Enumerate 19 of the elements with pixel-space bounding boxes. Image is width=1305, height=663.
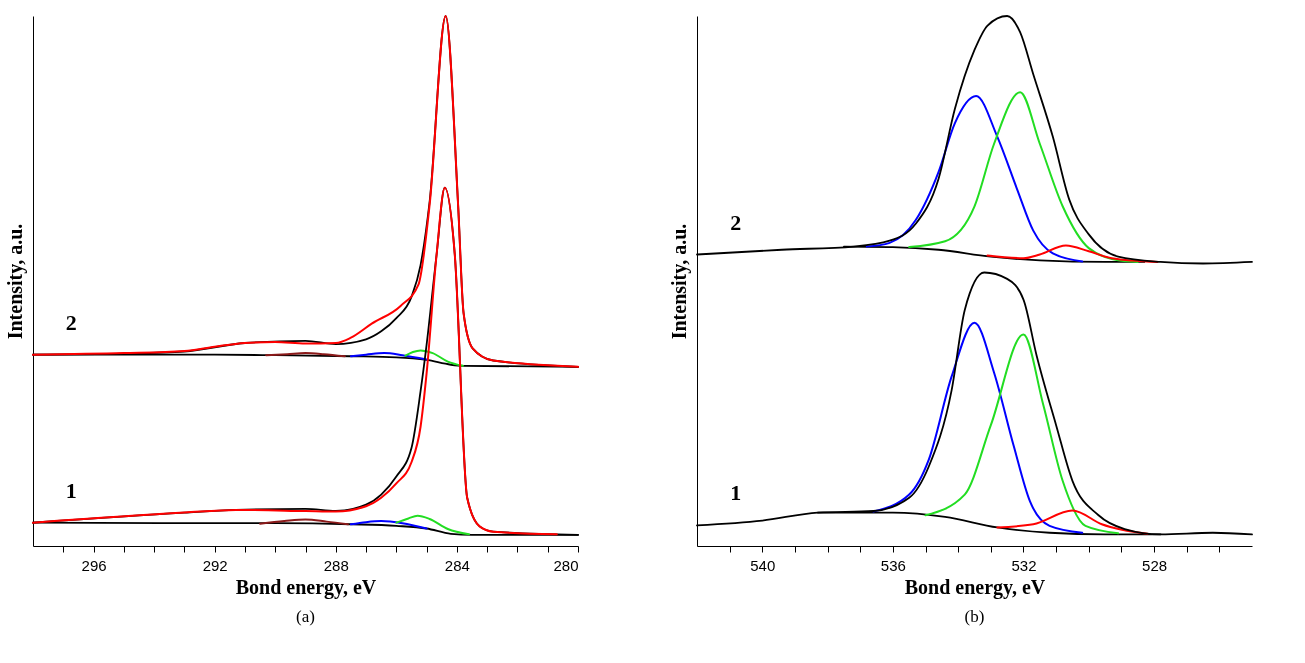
x-axis-title: Bond energy, eV <box>904 575 1046 599</box>
x-axis-title: Bond energy, eV <box>235 575 377 599</box>
text: (b) <box>964 607 985 626</box>
y-axis-title: Intensity, a.u. <box>3 223 27 340</box>
annotation: 1 <box>65 477 77 503</box>
x-tick-label: 540 <box>750 556 776 574</box>
x-tick-label: 528 <box>1142 556 1168 574</box>
annotation: 2 <box>730 209 742 235</box>
x-tick-label: 280 <box>553 556 579 574</box>
x-tick-label: 296 <box>81 556 107 574</box>
annotation: 2 <box>65 309 77 335</box>
annotation: 1 <box>730 480 742 506</box>
x-tick-label: 532 <box>1011 556 1037 574</box>
text: (a) <box>296 607 315 626</box>
x-tick-label: 536 <box>880 556 906 574</box>
x-tick-label: 284 <box>444 556 470 574</box>
x-tick-label: 288 <box>323 556 349 574</box>
x-tick-label: 292 <box>202 556 228 574</box>
y-axis-title: Intensity, a.u. <box>667 223 691 340</box>
